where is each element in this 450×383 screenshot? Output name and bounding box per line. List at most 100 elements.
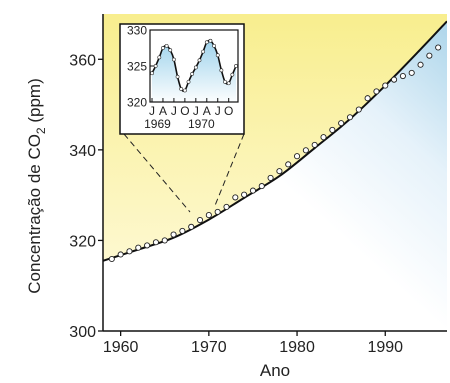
inset-month-label: A <box>203 104 211 118</box>
inset-year-label: 1970 <box>188 117 215 131</box>
y-axis-title-subscript: 2 <box>34 127 48 134</box>
data-point <box>338 120 345 127</box>
data-point <box>135 244 142 251</box>
inset-data-point <box>193 65 198 70</box>
inset-data-point <box>226 81 231 86</box>
inset-month-label: J <box>171 104 177 118</box>
inset-data-points <box>150 38 238 93</box>
inset-data-point <box>179 87 184 91</box>
axes: 300 320 340 360 1960 1970 1980 1990 <box>69 14 447 356</box>
inset-data-point <box>215 53 220 58</box>
inset-month-label: J <box>149 104 155 118</box>
data-point <box>276 168 283 175</box>
inset-data-point <box>186 79 191 84</box>
inset-data-point <box>208 38 213 43</box>
data-point <box>161 237 168 244</box>
data-point <box>364 95 371 102</box>
inset-data-point <box>219 68 224 73</box>
inset-connector-right <box>213 133 245 209</box>
data-point <box>232 194 239 201</box>
data-point <box>144 242 151 249</box>
x-tick-label: 1960 <box>103 339 139 356</box>
y-axis-title-main: Concentração de CO <box>25 134 44 294</box>
data-point <box>188 223 195 230</box>
inset-year-label: 1969 <box>144 117 171 131</box>
inset-month-label: A <box>159 104 167 118</box>
y-tick-label: 360 <box>69 52 96 69</box>
plot-fill-below-trend <box>103 21 447 331</box>
data-point <box>320 134 327 141</box>
inset-y-tick-label: 320 <box>127 96 147 110</box>
inset-data-point <box>182 88 187 93</box>
inset-data-point <box>230 72 235 77</box>
data-point <box>346 114 354 121</box>
data-point <box>258 183 265 190</box>
data-point <box>408 69 415 76</box>
x-ticks: 1960 1970 1980 1990 <box>103 331 403 356</box>
data-point <box>214 208 221 215</box>
inset-month-label: O <box>180 104 189 118</box>
inset-data-point <box>212 43 216 48</box>
data-point <box>391 76 398 83</box>
data-point <box>117 251 124 258</box>
data-point <box>417 61 424 68</box>
x-tick-label: 1970 <box>191 339 227 356</box>
x-tick-label: 1990 <box>367 339 403 356</box>
data-point <box>241 191 248 198</box>
data-point <box>170 231 177 238</box>
data-point <box>329 126 336 133</box>
inset-data-point <box>153 64 158 68</box>
inset-month-label: J <box>215 104 221 118</box>
data-point <box>293 153 301 160</box>
y-axis-title-unit: (ppm) <box>25 78 44 127</box>
inset-data-point <box>150 71 154 76</box>
y-tick-label: 300 <box>69 324 96 341</box>
inset-data-point <box>197 58 202 63</box>
inset-data-point <box>190 72 195 76</box>
data-point <box>373 88 380 95</box>
data-point <box>382 82 389 89</box>
data-point <box>152 239 159 246</box>
y-axis-title: Concentração de CO2 (ppm) <box>25 78 48 294</box>
inset-connector-lines <box>123 133 245 213</box>
y-ticks: 300 320 340 360 <box>69 52 103 341</box>
x-axis-title: Ano <box>260 361 290 380</box>
data-point <box>108 255 115 263</box>
inset-data-point <box>172 57 176 62</box>
inset-y-ticks: 320 325 330 <box>127 24 154 110</box>
inset-y-tick-label: 330 <box>127 24 147 38</box>
inset-connector-left <box>123 133 191 213</box>
inset-data-point <box>161 46 165 50</box>
y-tick-label: 320 <box>69 233 96 250</box>
data-point <box>126 248 133 255</box>
inset-y-tick-label: 325 <box>127 60 147 74</box>
y-tick-label: 340 <box>69 143 96 160</box>
data-point <box>205 212 212 219</box>
inset-data-point <box>175 74 180 79</box>
data-point <box>285 161 292 168</box>
data-point <box>179 227 186 234</box>
data-point <box>267 174 274 181</box>
data-point <box>223 203 230 210</box>
inset-data-point <box>168 48 173 53</box>
data-points <box>108 44 442 263</box>
data-point <box>311 141 318 148</box>
inset-data-point <box>223 79 227 84</box>
data-point <box>399 72 406 80</box>
inset-data-point <box>164 43 169 48</box>
data-point <box>249 187 256 194</box>
data-point <box>435 44 442 51</box>
data-point <box>196 216 204 224</box>
inset-data-point <box>157 55 162 60</box>
inset-month-label: O <box>224 104 233 118</box>
data-point <box>355 106 362 113</box>
inset-data-point <box>201 49 206 54</box>
x-tick-label: 1980 <box>279 339 315 356</box>
inset-month-label: J <box>193 104 199 118</box>
data-point <box>302 147 309 154</box>
data-point <box>426 52 433 59</box>
inset-data-point <box>204 40 209 45</box>
